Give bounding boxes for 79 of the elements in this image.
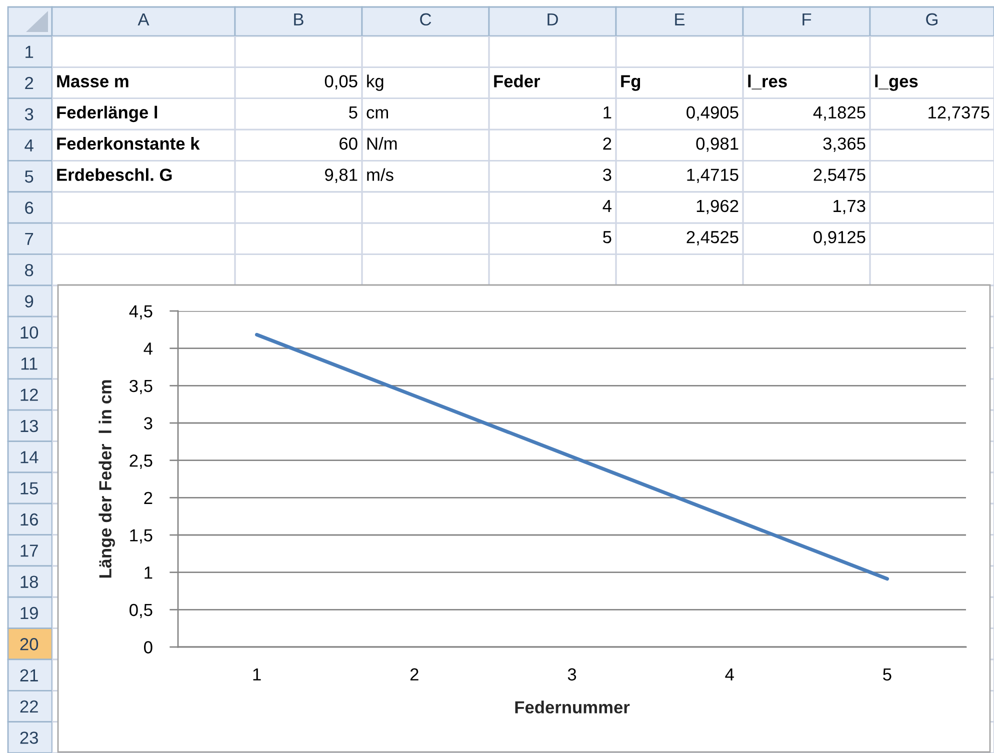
x-tick-label: C [420, 13, 432, 26]
text: l_res [748, 74, 787, 90]
text: cm [366, 109, 388, 119]
text: 9,81 [325, 168, 358, 183]
text: 4 [602, 200, 612, 212]
text: 5 [349, 106, 358, 119]
y-tick-label: 1 [26, 46, 34, 58]
text: Federkonstante k [57, 137, 200, 150]
x-tick-label: A [138, 13, 150, 26]
text: 3 [603, 168, 612, 181]
y-tick-label: 4 [24, 139, 34, 152]
y-tick-label: 17 [20, 544, 38, 557]
y-tick-label: 3 [24, 108, 34, 120]
x-tick-label: 5 [883, 668, 892, 681]
y-tick-label: 20 [20, 638, 38, 650]
category-label: 1 [604, 106, 612, 118]
y-tick-label: 23 [20, 732, 38, 744]
y-tick-label: 4 [144, 342, 152, 355]
text: 2,5475 [814, 168, 866, 183]
y-tick-label: 3 [144, 417, 152, 430]
x-tick-label: B [294, 13, 304, 26]
x-tick-label: G [926, 13, 938, 26]
y-tick-label: 0 [144, 641, 152, 654]
text: 1,962 [696, 200, 738, 214]
y-tick-label: 5 [24, 170, 34, 183]
text: 4,1825 [813, 106, 866, 121]
text: 12,7375 [928, 106, 990, 121]
x-tick-label: D [548, 13, 558, 26]
y-tick-label: 1,5 [130, 529, 152, 544]
y-tick-label: 19 [20, 606, 38, 620]
y-tick-label: 9 [25, 295, 34, 308]
text: 0,4905 [686, 106, 738, 121]
y-tick-label: 7 [25, 232, 34, 245]
text: 3,365 [823, 137, 866, 152]
y-axis-title: Länge der Feder l in cm [98, 380, 115, 578]
text: 60 [340, 137, 358, 150]
x-tick-label: 1 [253, 668, 261, 680]
text: N/m [367, 137, 397, 150]
x-axis-title: Federnummer [515, 700, 630, 714]
x-tick-label: E [675, 13, 685, 26]
text: 1,73 [834, 200, 866, 214]
y-tick-label: 21 [20, 669, 38, 682]
x-tick-label: 3 [568, 668, 576, 681]
text: 0,05 [324, 75, 358, 90]
y-tick-label: 8 [25, 264, 34, 276]
text: Fg [621, 75, 640, 91]
text: Feder [494, 74, 540, 88]
category-label: 2 [603, 137, 612, 150]
x-tick-label: 4 [725, 668, 734, 680]
y-tick-label: 2 [25, 76, 34, 90]
text: 0,981 [696, 137, 738, 152]
y-tick-label: 22 [20, 700, 38, 713]
x-tick-label: 2 [410, 668, 418, 680]
y-tick-label: 4,5 [129, 305, 152, 320]
y-tick-label: 18 [20, 576, 38, 588]
text: l_ges [875, 74, 918, 91]
x-tick-label: F [802, 13, 812, 26]
y-tick-label: 2,5 [130, 454, 152, 469]
y-tick-label: 10 [20, 326, 38, 339]
y-tick-label: 12 [20, 388, 38, 401]
y-tick-label: 2 [144, 492, 152, 504]
y-tick-label: 6 [25, 202, 34, 214]
text: 0,9125 [814, 230, 866, 246]
text: Federlänge l [57, 106, 158, 122]
text: 2,4525 [686, 230, 738, 246]
text: kg [367, 74, 384, 91]
y-tick-label: 14 [20, 451, 38, 464]
text: Erdebeschl. G [57, 168, 172, 181]
text: m/s [367, 168, 394, 181]
y-tick-label: 11 [21, 358, 38, 370]
y-tick-label: 15 [20, 482, 38, 494]
y-tick-label: 1 [144, 566, 152, 579]
y-tick-label: 13 [20, 420, 38, 432]
text: 1,4715 [687, 168, 738, 183]
y-tick-label: 16 [20, 513, 38, 526]
y-tick-label: 3,5 [130, 380, 152, 394]
y-tick-label: 0,5 [130, 604, 152, 618]
text: Masse m [57, 75, 128, 88]
text: 5 [603, 231, 612, 244]
